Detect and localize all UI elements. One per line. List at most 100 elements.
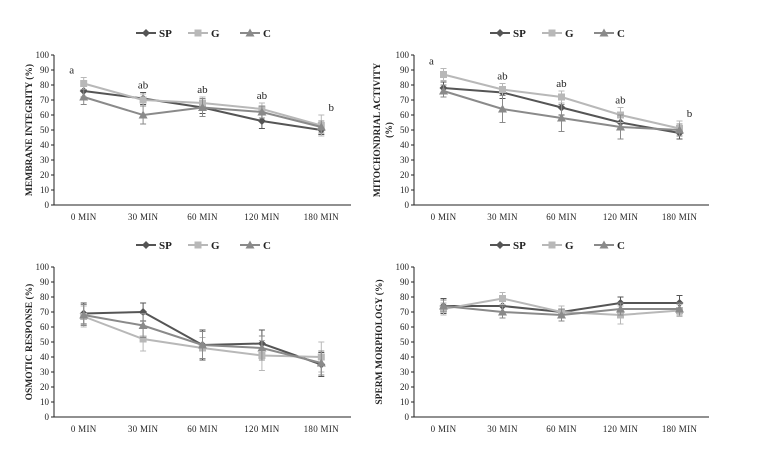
y-tick-label: 40 <box>40 140 50 150</box>
significance-label: ab <box>257 90 268 102</box>
data-point-g <box>499 295 506 302</box>
y-tick-label: 0 <box>405 200 410 210</box>
significance-label: a <box>429 56 434 68</box>
legend-marker-g <box>548 241 556 249</box>
y-tick-label: 40 <box>400 140 410 150</box>
y-tick-label: 10 <box>40 397 50 407</box>
y-tick-label: 80 <box>40 292 50 302</box>
x-tick-label: 180 MIN <box>304 212 340 222</box>
significance-label: b <box>687 108 693 120</box>
y-tick-label: 100 <box>36 50 50 60</box>
x-tick-label: 120 MIN <box>244 212 280 222</box>
legend-marker-sp <box>496 29 504 37</box>
legend-marker-sp <box>496 241 504 249</box>
x-tick-label: 60 MIN <box>546 212 577 222</box>
y-tick-label: 70 <box>40 307 50 317</box>
y-tick-label: 60 <box>400 322 410 332</box>
y-tick-label: 90 <box>40 277 50 287</box>
y-tick-label: 30 <box>40 155 50 165</box>
y-tick-label: 40 <box>400 352 410 362</box>
data-point-g <box>80 80 88 87</box>
legend-label-c: C <box>617 240 625 252</box>
y-tick-label: 90 <box>400 277 410 287</box>
y-axis-title-line: OSMOTIC RESPONSE (%) <box>24 284 35 401</box>
y-tick-label: 60 <box>40 322 50 332</box>
x-tick-label: 120 MIN <box>244 424 280 434</box>
legend-label-g: G <box>211 28 220 40</box>
significance-label: ab <box>138 80 149 92</box>
x-tick-label: 0 MIN <box>71 424 97 434</box>
data-point-c <box>138 321 148 329</box>
y-axis-title-line: MITOCHONDRIAL ACTIVITY <box>373 63 383 197</box>
y-tick-label: 80 <box>400 80 410 90</box>
legend: SP G C <box>136 240 271 252</box>
series-c <box>439 299 684 322</box>
legend-label-sp: SP <box>159 240 172 252</box>
data-point-c <box>498 307 507 316</box>
y-tick-label: 10 <box>40 185 50 195</box>
x-tick-label: 60 MIN <box>187 212 218 222</box>
data-point-c <box>138 110 148 119</box>
y-tick-label: 0 <box>405 412 410 422</box>
x-tick-label: 0 MIN <box>71 212 97 222</box>
data-point-g <box>139 335 147 343</box>
y-tick-label: 90 <box>40 65 50 75</box>
y-tick-label: 70 <box>40 95 50 105</box>
y-tick-label: 60 <box>40 110 50 120</box>
series-c <box>79 304 326 376</box>
x-tick-label: 60 MIN <box>187 424 218 434</box>
y-axis-title-line: MEMBRANE INTEGRITY (%) <box>24 64 35 196</box>
data-point-c <box>557 113 566 122</box>
data-point-c <box>257 343 267 352</box>
data-point-c <box>675 304 684 313</box>
x-tick-label: 30 MIN <box>128 212 159 222</box>
significance-label: ab <box>615 95 626 107</box>
x-tick-label: 120 MIN <box>603 212 639 222</box>
x-tick-label: 0 MIN <box>431 424 457 434</box>
y-tick-label: 100 <box>396 262 410 272</box>
data-point-c <box>616 122 625 131</box>
data-point-c <box>675 125 684 134</box>
y-axis-title: MITOCHONDRIAL ACTIVITY (%) <box>373 63 395 197</box>
legend-label-sp: SP <box>513 28 526 40</box>
x-tick-label: 120 MIN <box>603 424 639 434</box>
legend-marker-g <box>194 29 202 37</box>
chart-panel-1: SP G C 0 10 20 30 40 50 60 70 80 90 100 0 MIN 30 MIN 60 … <box>24 28 351 222</box>
legend-marker-g <box>548 29 556 37</box>
x-tick-label: 30 MIN <box>487 212 518 222</box>
y-tick-label: 10 <box>400 185 410 195</box>
y-tick-label: 40 <box>40 352 50 362</box>
data-point-c <box>616 304 625 313</box>
y-axis-title-line: (%) <box>384 122 395 138</box>
legend-marker-sp <box>142 241 150 249</box>
y-tick-label: 70 <box>400 95 410 105</box>
legend-marker-c <box>245 28 255 37</box>
significance-label: b <box>329 102 335 114</box>
series-c <box>79 89 326 134</box>
y-tick-label: 80 <box>40 80 50 90</box>
data-point-c <box>498 104 507 113</box>
legend-label-c: C <box>617 28 625 40</box>
y-tick-label: 20 <box>40 170 50 180</box>
legend-label-sp: SP <box>513 240 526 252</box>
data-point-c <box>79 92 89 101</box>
y-tick-label: 100 <box>396 50 410 60</box>
data-point-g <box>499 86 506 93</box>
legend: SP G C <box>490 240 625 252</box>
y-tick-label: 50 <box>400 125 410 135</box>
y-tick-label: 30 <box>400 155 410 165</box>
data-point-g <box>139 96 147 104</box>
data-point-c <box>257 107 267 116</box>
legend: SP G C <box>490 28 625 40</box>
x-tick-label: 0 MIN <box>431 212 457 222</box>
series-c <box>439 84 684 140</box>
x-tick-label: 180 MIN <box>304 424 340 434</box>
data-point-c <box>316 358 326 367</box>
y-axis-title: SPERM MORPHOLOGY (%) <box>374 279 385 404</box>
y-axis-title-line: SPERM MORPHOLOGY (%) <box>374 279 385 404</box>
y-tick-label: 10 <box>400 397 410 407</box>
legend-label-g: G <box>211 240 220 252</box>
y-tick-label: 0 <box>45 412 50 422</box>
data-point-c <box>198 340 207 349</box>
legend-label-c: C <box>263 28 271 40</box>
